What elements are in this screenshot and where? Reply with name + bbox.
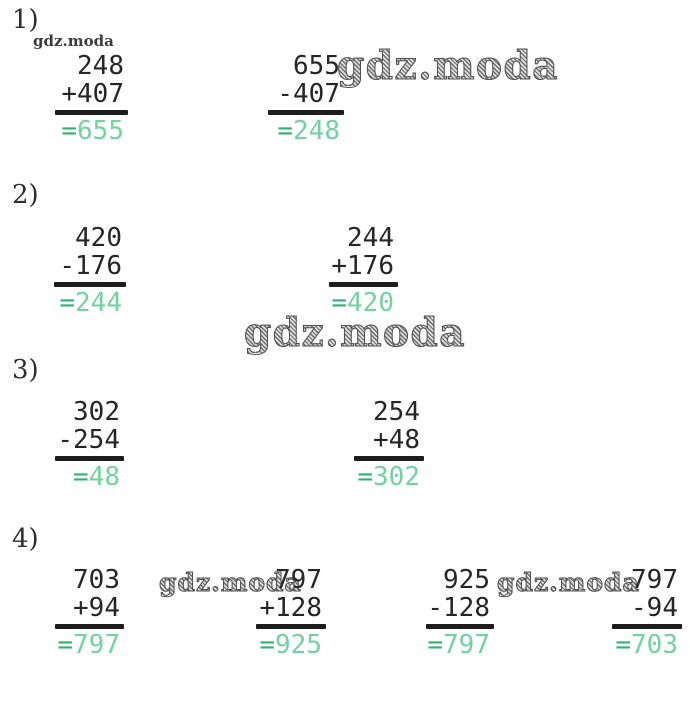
result-value: 244 (75, 288, 122, 318)
sum-rule (256, 624, 326, 629)
sum-rule (55, 110, 128, 115)
column-problem-4c: 925 -128 =797 (426, 566, 494, 659)
column-problem-2b: 244 +176 =420 (329, 224, 398, 317)
section-label-2: 2) (12, 180, 39, 210)
operand-top: 925 (443, 565, 490, 595)
column-problem-3b: 254 +48 =302 (354, 398, 424, 491)
operand-bottom: +407 (61, 79, 124, 109)
result-value: 48 (88, 462, 120, 492)
result-value: 797 (73, 630, 120, 660)
watermark-medium-left: gdz.moda (159, 568, 302, 597)
operand-top: 248 (77, 51, 124, 81)
equals-sign: = (331, 288, 348, 318)
equals-sign: = (73, 462, 89, 492)
result-row: =248 (268, 117, 344, 145)
operand-bottom: -176 (59, 251, 122, 281)
column-problem-4d: 797 -94 =703 (612, 566, 682, 659)
operand-top: 797 (275, 565, 322, 595)
operand-top: 703 (73, 565, 120, 595)
result-row: =797 (55, 631, 124, 659)
operand-bottom: +176 (331, 251, 394, 281)
section-label-4: 4) (12, 524, 39, 554)
watermark-small-top: gdz.moda (33, 32, 114, 50)
column-problem-4a: 703 +94 =797 (55, 566, 124, 659)
column-problem-1a: 248 +407 =655 (55, 52, 128, 145)
sum-rule (612, 624, 682, 629)
equals-sign: = (61, 116, 78, 146)
result-row: =48 (55, 463, 124, 491)
result-value: 655 (77, 116, 124, 146)
result-value: 420 (347, 288, 394, 318)
column-problem-2a: 420 -176 =244 (54, 224, 126, 317)
column-problem-3a: 302 -254 =48 (55, 398, 124, 491)
operand-bottom: -128 (427, 593, 490, 623)
equals-sign: = (277, 116, 294, 146)
result-value: 302 (373, 462, 420, 492)
result-row: =302 (354, 463, 424, 491)
sum-rule (268, 110, 344, 115)
equals-sign: = (59, 288, 76, 318)
result-row: =655 (55, 117, 128, 145)
operand-bottom: -254 (57, 425, 120, 455)
section-label-3: 3) (12, 355, 39, 385)
operand-top: 254 (373, 397, 420, 427)
result-value: 703 (631, 630, 678, 660)
watermark-large-middle: gdz.moda (243, 310, 467, 356)
equals-sign: = (427, 630, 444, 660)
result-row: =244 (54, 289, 126, 317)
result-row: =797 (426, 631, 494, 659)
operand-bottom: -94 (631, 593, 678, 623)
sum-rule (426, 624, 494, 629)
column-problem-4b: 797 +128 =925 (256, 566, 326, 659)
operand-bottom: +94 (73, 593, 120, 623)
operand-top: 655 (293, 51, 340, 81)
result-row: =703 (612, 631, 682, 659)
operand-bottom: -407 (277, 79, 340, 109)
operand-top: 420 (75, 223, 122, 253)
equals-sign: = (259, 630, 276, 660)
operand-bottom: +128 (259, 593, 322, 623)
result-value: 797 (443, 630, 490, 660)
sum-rule (354, 456, 424, 461)
operand-top: 244 (347, 223, 394, 253)
sum-rule (329, 282, 398, 287)
equals-sign: = (357, 462, 374, 492)
sum-rule (54, 282, 126, 287)
watermark-medium-right: gdz.moda (497, 568, 640, 597)
result-value: 248 (293, 116, 340, 146)
operand-top: 797 (631, 565, 678, 595)
sum-rule (55, 456, 124, 461)
column-problem-1b: 655 -407 =248 (268, 52, 344, 145)
operand-top: 302 (73, 397, 120, 427)
result-row: =925 (256, 631, 326, 659)
operand-bottom: +48 (373, 425, 420, 455)
equals-sign: = (615, 630, 632, 660)
equals-sign: = (57, 630, 74, 660)
section-label-1: 1) (12, 5, 39, 35)
result-row: =420 (329, 289, 398, 317)
watermark-large-top: gdz.moda (336, 43, 560, 89)
result-value: 925 (275, 630, 322, 660)
sum-rule (55, 624, 124, 629)
